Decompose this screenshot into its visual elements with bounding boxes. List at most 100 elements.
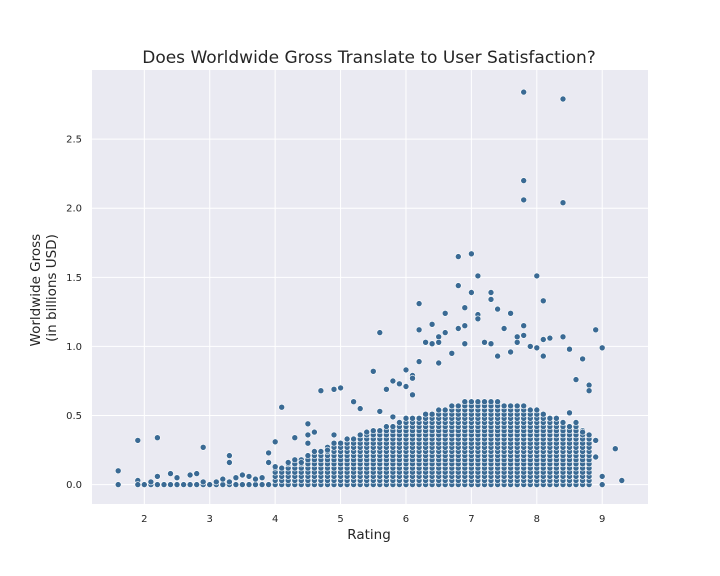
data-point — [585, 431, 593, 439]
data-point — [585, 381, 593, 389]
data-point — [566, 409, 573, 417]
x-axis-ticks: 2 3 4 5 6 7 8 9 — [141, 514, 605, 525]
data-point — [507, 309, 514, 317]
data-point — [311, 448, 318, 455]
data-points — [114, 88, 626, 488]
data-point — [422, 410, 429, 418]
data-point — [317, 387, 325, 395]
data-point — [239, 471, 246, 479]
data-point — [337, 384, 344, 392]
data-point — [435, 333, 443, 341]
data-point — [539, 336, 547, 343]
data-point — [114, 481, 122, 488]
data-point — [343, 435, 351, 443]
data-point — [474, 272, 482, 280]
data-point — [474, 398, 482, 406]
data-point — [232, 474, 240, 482]
data-point — [186, 471, 194, 479]
data-point — [409, 374, 416, 382]
data-point — [428, 320, 436, 328]
data-point — [422, 338, 429, 346]
data-point — [520, 196, 528, 204]
data-point — [468, 250, 475, 258]
data-point — [271, 438, 279, 446]
data-point — [402, 383, 410, 390]
data-point — [494, 352, 501, 360]
data-point — [598, 344, 606, 352]
chart-title: Does Worldwide Gross Translate to User S… — [142, 48, 596, 68]
data-point — [415, 300, 423, 307]
data-point — [526, 343, 534, 350]
data-point — [481, 398, 488, 406]
data-point — [258, 481, 266, 488]
data-point — [454, 253, 462, 260]
data-point — [180, 481, 187, 488]
data-point — [154, 481, 161, 488]
x-tick-label: 2 — [141, 514, 147, 525]
data-point — [265, 449, 272, 457]
data-point — [487, 398, 495, 406]
data-point — [468, 289, 475, 296]
data-point — [252, 481, 259, 488]
data-point — [592, 437, 600, 444]
data-point — [500, 402, 508, 410]
data-point — [546, 414, 554, 422]
data-point — [134, 437, 142, 444]
data-point — [389, 413, 397, 421]
data-point — [579, 428, 586, 436]
data-point — [546, 334, 554, 342]
data-point — [539, 297, 547, 305]
data-point — [324, 446, 331, 454]
data-point — [304, 452, 312, 459]
data-point — [585, 387, 593, 395]
data-point — [526, 406, 534, 414]
data-point — [219, 475, 227, 483]
data-point — [376, 329, 384, 336]
data-point — [539, 410, 547, 418]
y-tick-label: 2.5 — [66, 135, 82, 146]
data-point — [533, 272, 541, 280]
data-point — [428, 410, 436, 418]
data-point — [239, 481, 246, 488]
data-point — [291, 434, 299, 442]
x-tick-label: 9 — [599, 514, 605, 525]
data-point — [566, 423, 573, 430]
data-point — [356, 405, 364, 412]
data-point — [402, 414, 410, 422]
data-point — [383, 385, 390, 393]
data-point — [513, 338, 521, 346]
data-point — [454, 325, 462, 332]
data-point — [278, 464, 286, 472]
data-point — [330, 385, 338, 393]
data-point — [487, 289, 495, 296]
data-point — [350, 398, 357, 406]
data-point — [376, 408, 384, 415]
data-point — [618, 477, 626, 484]
data-point — [278, 403, 286, 411]
data-point — [598, 473, 606, 480]
data-point — [311, 428, 318, 436]
data-point — [350, 435, 357, 443]
data-point — [173, 481, 181, 488]
x-tick-label: 5 — [337, 514, 343, 525]
data-point — [487, 340, 495, 348]
data-point — [461, 322, 469, 330]
data-point — [533, 406, 541, 414]
data-point — [500, 325, 508, 332]
y-tick-label: 0.0 — [66, 480, 82, 491]
x-tick-label: 6 — [403, 514, 409, 525]
data-point — [494, 305, 501, 313]
data-point — [454, 402, 462, 410]
data-point — [199, 478, 207, 486]
data-point — [487, 296, 495, 303]
data-point — [402, 366, 410, 374]
data-point — [454, 282, 462, 289]
data-point — [592, 326, 600, 334]
data-point — [317, 448, 325, 455]
data-point — [193, 481, 200, 488]
data-point — [507, 402, 514, 410]
data-point — [448, 402, 456, 410]
data-point — [520, 402, 528, 410]
data-point — [461, 304, 469, 312]
